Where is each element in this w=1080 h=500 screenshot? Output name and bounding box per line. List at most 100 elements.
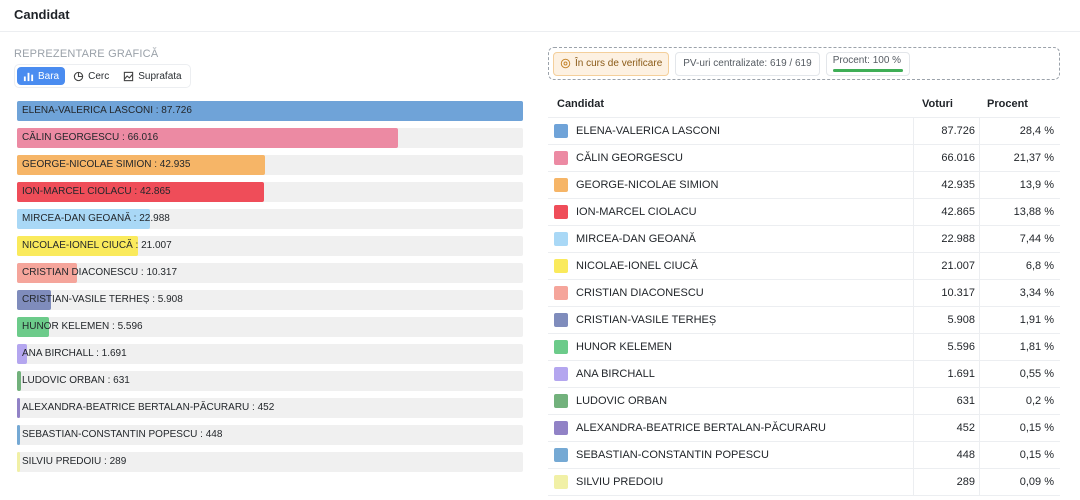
candidate-cell: ANA BIRCHALL (548, 360, 914, 388)
bar-label: ELENA-VALERICA LASCONI : 87.726 (22, 105, 192, 116)
header-procent: Procent (987, 97, 1028, 110)
percent-label: Procent: 100 % (832, 54, 902, 66)
verification-text: În curs de verificare (575, 58, 663, 69)
candidate-cell: GEORGE-NICOLAE SIMION (548, 171, 914, 199)
candidate-cell: MIRCEA-DAN GEOANĂ (548, 225, 914, 253)
tab-bar[interactable]: Bara (17, 67, 66, 85)
table-row[interactable]: ELENA-VALERICA LASCONI 87.726 28,4 % (548, 117, 1060, 145)
candidate-cell: HUNOR KELEMEN (548, 333, 914, 361)
bar-row[interactable]: CĂLIN GEORGESCU : 66.016 (17, 128, 523, 148)
bar-row[interactable]: SILVIU PREDOIU : 289 (17, 452, 523, 472)
bar-fill (17, 344, 27, 364)
candidate-name: ANA BIRCHALL (576, 368, 655, 380)
header-candidat: Candidat (557, 97, 605, 110)
bar-fill (17, 317, 49, 337)
header-voturi: Voturi (922, 97, 953, 110)
table-row[interactable]: GEORGE-NICOLAE SIMION 42.935 13,9 % (548, 171, 1060, 199)
results-table: Candidat Voturi Procent ELENA-VALERICA L… (548, 90, 1060, 496)
bar-chart: ELENA-VALERICA LASCONI : 87.726 CĂLIN GEO… (17, 101, 523, 479)
verification-badge: În curs de verificare (553, 51, 670, 76)
percent-cell: 0,15 % (1019, 448, 1054, 461)
candidate-cell: CĂLIN GEORGESCU (548, 144, 914, 172)
table-row[interactable]: ANA BIRCHALL 1.691 0,55 % (548, 360, 1060, 388)
bar-label: SILVIU PREDOIU : 289 (22, 456, 127, 467)
votes-cell: 448 (914, 441, 980, 469)
votes-cell: 631 (914, 387, 980, 415)
bar-row[interactable]: GEORGE-NICOLAE SIMION : 42.935 (17, 155, 523, 175)
candidate-name: ALEXANDRA-BEATRICE BERTALAN-PĂCURARU (576, 422, 826, 434)
table-row[interactable]: CRISTIAN-VASILE TERHEȘ 5.908 1,91 % (548, 306, 1060, 334)
table-row[interactable]: MIRCEA-DAN GEOANĂ 22.988 7,44 % (548, 225, 1060, 253)
votes-cell: 1.691 (914, 360, 980, 388)
bar-row[interactable]: SEBASTIAN-CONSTANTIN POPESCU : 448 (17, 425, 523, 445)
votes-cell: 42.935 (914, 171, 980, 199)
bar-row[interactable]: ELENA-VALERICA LASCONI : 87.726 (17, 101, 523, 121)
table-row[interactable]: CRISTIAN DIACONESCU 10.317 3,34 % (548, 279, 1060, 307)
color-swatch (554, 367, 568, 381)
tab-suprafata[interactable]: Suprafata (117, 67, 187, 85)
bar-row[interactable]: ANA BIRCHALL : 1.691 (17, 344, 523, 364)
table-row[interactable]: SILVIU PREDOIU 289 0,09 % (548, 468, 1060, 496)
candidate-name: NICOLAE-IONEL CIUCĂ (576, 260, 698, 272)
bar-fill (17, 236, 138, 256)
votes-cell: 289 (914, 468, 980, 496)
percent-cell: 0,09 % (1019, 475, 1054, 488)
votes-cell: 66.016 (914, 144, 980, 172)
candidate-cell: ELENA-VALERICA LASCONI (548, 117, 914, 145)
candidate-cell: CRISTIAN DIACONESCU (548, 279, 914, 307)
candidate-name: CRISTIAN-VASILE TERHEȘ (576, 314, 717, 326)
bar-fill (17, 398, 20, 418)
candidate-cell: ION-MARCEL CIOLACU (548, 198, 914, 226)
votes-cell: 21.007 (914, 252, 980, 280)
view-tabs: Bara Cerc Suprafata (14, 64, 191, 88)
candidate-cell: NICOLAE-IONEL CIUCĂ (548, 252, 914, 280)
percent-progress-track (832, 68, 903, 72)
table-row[interactable]: NICOLAE-IONEL CIUCĂ 21.007 6,8 % (548, 252, 1060, 280)
tab-cerc-label: Cerc (88, 70, 110, 82)
candidate-cell: SEBASTIAN-CONSTANTIN POPESCU (548, 441, 914, 469)
percent-cell: 7,44 % (1019, 232, 1054, 245)
votes-cell: 5.908 (914, 306, 980, 334)
tab-cerc[interactable]: Cerc (67, 67, 115, 85)
votes-cell: 452 (914, 414, 980, 442)
percent-cell: 3,34 % (1019, 286, 1054, 299)
bar-row[interactable]: MIRCEA-DAN GEOANĂ : 22.988 (17, 209, 523, 229)
percent-cell: 21,37 % (1013, 151, 1054, 164)
table-row[interactable]: ALEXANDRA-BEATRICE BERTALAN-PĂCURARU 452 0… (548, 414, 1060, 442)
page-header: Candidat (0, 0, 1080, 32)
percent-cell: 1,91 % (1019, 313, 1054, 326)
bar-row[interactable]: HUNOR KELEMEN : 5.596 (17, 317, 523, 337)
candidate-name: GEORGE-NICOLAE SIMION (576, 179, 719, 191)
candidate-name: MIRCEA-DAN GEOANĂ (576, 233, 696, 245)
table-row[interactable]: ION-MARCEL CIOLACU 42.865 13,88 % (548, 198, 1060, 226)
table-row[interactable]: HUNOR KELEMEN 5.596 1,81 % (548, 333, 1060, 361)
table-row[interactable]: SEBASTIAN-CONSTANTIN POPESCU 448 0,15 % (548, 441, 1060, 469)
votes-cell: 87.726 (914, 117, 980, 145)
color-swatch (554, 205, 568, 219)
color-swatch (554, 394, 568, 408)
percent-cell: 28,4 % (1019, 124, 1054, 137)
results-panel: În curs de verificare PV-uri centralizat… (548, 47, 1060, 496)
bar-fill (17, 155, 265, 175)
table-row[interactable]: CĂLIN GEORGESCU 66.016 21,37 % (548, 144, 1060, 172)
area-chart-icon (124, 71, 134, 81)
bar-row[interactable]: CRISTIAN-VASILE TERHEȘ : 5.908 (17, 290, 523, 310)
candidate-name: HUNOR KELEMEN (576, 341, 672, 353)
candidate-name: SEBASTIAN-CONSTANTIN POPESCU (576, 449, 769, 461)
bar-fill (17, 128, 398, 148)
table-row[interactable]: LUDOVIC ORBAN 631 0,2 % (548, 387, 1060, 415)
bar-row[interactable]: LUDOVIC ORBAN : 631 (17, 371, 523, 391)
percent-badge: Procent: 100 % (825, 51, 910, 76)
bar-fill (17, 263, 77, 283)
bar-row[interactable]: ION-MARCEL CIOLACU : 42.865 (17, 182, 523, 202)
bar-label: CRISTIAN-VASILE TERHEȘ : 5.908 (22, 294, 183, 305)
bar-fill (17, 101, 523, 121)
candidate-name: ELENA-VALERICA LASCONI (576, 125, 721, 137)
votes-cell: 22.988 (914, 225, 980, 253)
bar-row[interactable]: NICOLAE-IONEL CIUCĂ : 21.007 (17, 236, 523, 256)
pv-badge: PV-uri centralizate: 619 / 619 (675, 51, 820, 76)
color-swatch (554, 232, 568, 246)
bar-row[interactable]: ALEXANDRA-BEATRICE BERTALAN-PĂCURARU : 4… (17, 398, 523, 418)
bar-row[interactable]: CRISTIAN DIACONESCU : 10.317 (17, 263, 523, 283)
percent-cell: 0,2 % (1025, 394, 1054, 407)
